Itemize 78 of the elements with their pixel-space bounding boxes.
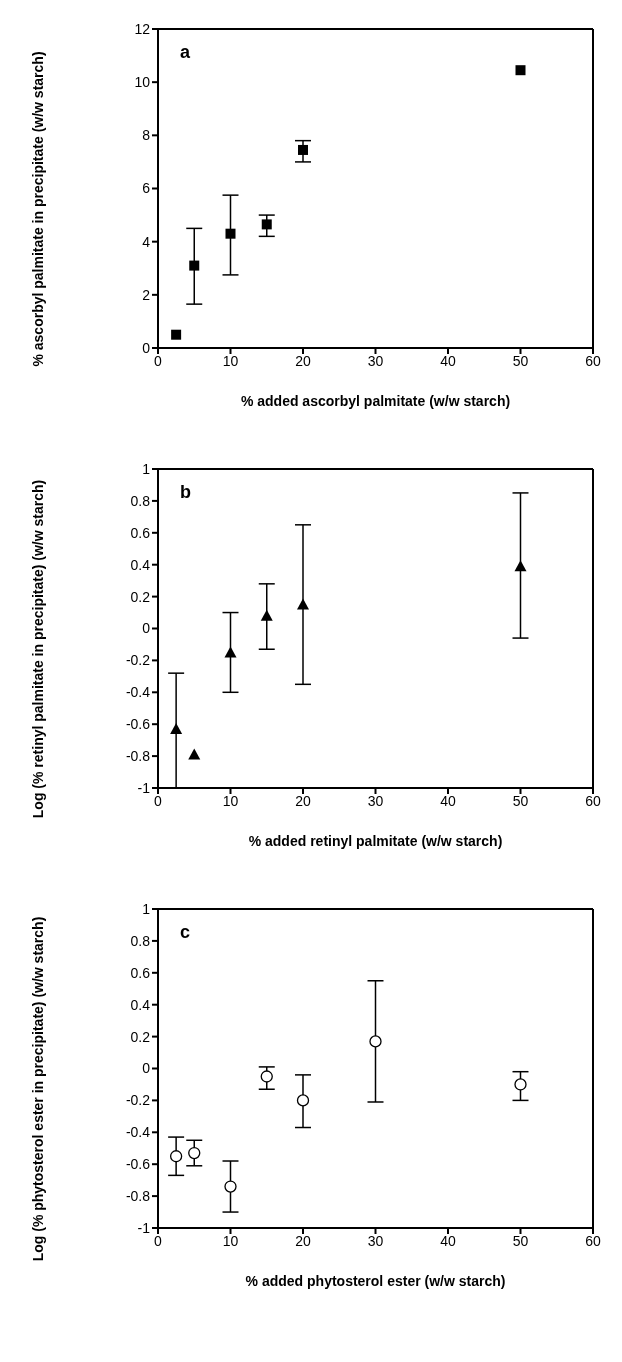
y-tick-label: -0.6 <box>125 716 151 733</box>
point <box>369 1035 382 1048</box>
point <box>189 260 200 271</box>
y-tick-label: -1 <box>137 779 151 796</box>
y-tick-label: 6 <box>142 180 151 197</box>
x-tick-label: 50 <box>512 352 529 369</box>
y-tick-label: -0.4 <box>125 1124 151 1141</box>
y-tick-label: 8 <box>142 127 151 144</box>
y-tick-label: 0.2 <box>130 1028 151 1045</box>
point <box>297 598 309 610</box>
x-axis-title: % added phytosterol ester (w/w starch) <box>245 1273 506 1289</box>
point <box>514 560 527 572</box>
point <box>298 144 308 155</box>
point <box>261 219 272 230</box>
y-tick-label: 0.4 <box>130 556 151 573</box>
y-tick-label: 0 <box>142 339 151 356</box>
x-tick-label: 40 <box>440 352 456 369</box>
point <box>514 1078 527 1091</box>
y-tick-label: 1 <box>142 460 151 477</box>
x-tick-label: 0 <box>154 352 163 369</box>
y-tick-label: 1 <box>142 900 151 917</box>
x-tick-label: 30 <box>367 352 384 369</box>
x-tick-label: 20 <box>295 352 311 369</box>
x-axis-title: % added ascorbyl palmitate (w/w starch) <box>240 393 511 409</box>
point <box>224 646 237 658</box>
y-tick-label: 12 <box>134 20 151 37</box>
y-axis-title: Log (% retinyl palmitate in precipitate) (w/w starch) <box>28 478 47 821</box>
annotation: b <box>180 482 191 503</box>
x-tick-label: 30 <box>367 792 384 809</box>
y-tick-label: -0.2 <box>125 652 151 669</box>
x-tick-label: 60 <box>585 792 601 809</box>
point <box>170 722 183 734</box>
point <box>260 1070 273 1083</box>
x-tick-label: 0 <box>154 1232 163 1249</box>
y-tick-label: -0.2 <box>125 1092 151 1109</box>
y-tick-label: 0.6 <box>130 964 151 981</box>
point <box>515 65 526 76</box>
y-tick-label: 0.4 <box>130 996 151 1013</box>
y-tick-label: 0.2 <box>130 588 151 605</box>
point <box>225 228 236 239</box>
x-tick-label: 50 <box>512 1232 529 1249</box>
y-tick-label: 0 <box>142 620 151 637</box>
y-tick-label: 0.8 <box>130 932 151 949</box>
x-tick-label: 0 <box>154 792 163 809</box>
point <box>188 1146 201 1160</box>
x-tick-label: 10 <box>222 792 239 809</box>
point <box>224 1180 237 1193</box>
y-tick-label: 0.6 <box>130 524 151 541</box>
y-tick-label: -0.8 <box>125 1188 151 1205</box>
point <box>169 1150 183 1163</box>
point <box>171 329 182 340</box>
y-tick-label: -0.8 <box>125 748 151 765</box>
y-tick-label: 2 <box>142 286 151 303</box>
annotation: a <box>180 42 191 63</box>
y-axis-title: Log (% phytosterol ester in precipitate) (w/w starch) <box>28 915 47 1264</box>
x-tick-label: 40 <box>440 792 456 809</box>
x-tick-label: 20 <box>295 1232 311 1249</box>
annotation: c <box>180 922 191 943</box>
x-tick-label: 60 <box>585 352 601 369</box>
x-tick-label: 40 <box>440 1232 456 1249</box>
y-axis-title: % ascorbyl palmitate in precipitate (w/w starch) <box>28 50 47 369</box>
y-tick-label: 0.8 <box>130 492 151 509</box>
point <box>260 609 273 621</box>
x-tick-label: 60 <box>585 1232 601 1249</box>
y-tick-label: 10 <box>134 74 151 91</box>
x-tick-label: 10 <box>222 352 239 369</box>
x-tick-label: 20 <box>295 792 311 809</box>
x-tick-label: 50 <box>512 792 529 809</box>
y-tick-label: -0.4 <box>125 684 151 701</box>
x-axis-title: % added retinyl palmitate (w/w starch) <box>248 833 503 849</box>
x-tick-label: 30 <box>367 1232 384 1249</box>
y-tick-label: -1 <box>137 1219 151 1236</box>
y-tick-label: 4 <box>142 233 151 250</box>
y-tick-label: 0 <box>142 1060 151 1077</box>
y-tick-label: -0.6 <box>125 1156 151 1173</box>
point <box>188 748 201 760</box>
x-tick-label: 10 <box>222 1232 239 1249</box>
point <box>296 1094 310 1107</box>
